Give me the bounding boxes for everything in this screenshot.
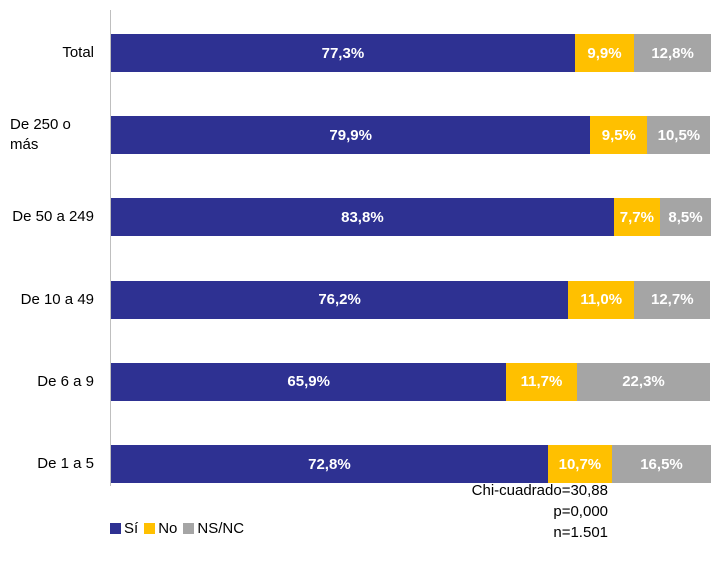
data-label: 8,5%	[668, 208, 703, 226]
bar-segment: 22,3%	[576, 362, 711, 401]
category-text: De 250 o más	[10, 116, 71, 154]
annotation: Chi-cuadrado=30,88 p=0,000 n=1.501	[472, 480, 608, 543]
annotation-line: p=0,000	[553, 503, 608, 520]
bar-segment: 76,2%	[111, 280, 569, 319]
bar-segment: 8,5%	[660, 198, 711, 237]
bar-segment: 83,8%	[111, 198, 614, 237]
bar-segment: 65,9%	[111, 362, 507, 401]
annotation-line: n=1.501	[553, 524, 608, 541]
category-label: De 6 a 9	[6, 372, 94, 392]
category-label: De 10 a 49	[6, 290, 94, 310]
data-label: 76,2%	[318, 291, 361, 309]
category-label: De 50 a 249	[6, 207, 94, 227]
bar-segment: 7,7%	[613, 198, 660, 237]
bar-segment: 11,7%	[506, 362, 577, 401]
data-label: 7,7%	[619, 208, 654, 226]
data-label: 12,8%	[651, 44, 694, 62]
bar-segment: 11,0%	[568, 280, 635, 319]
bar-segment: 72,8%	[111, 445, 548, 483]
data-label: 11,0%	[580, 291, 623, 309]
legend-item: Sí	[110, 520, 138, 537]
category-label: De 1 a 5	[6, 454, 94, 474]
bar-segment: 79,9%	[111, 116, 591, 155]
bar-segment: 77,3%	[111, 34, 575, 72]
legend: Sí No NS/NC	[110, 520, 250, 537]
bar-segment: 9,9%	[574, 34, 635, 72]
data-label: 10,7%	[558, 455, 602, 473]
data-label: 79,9%	[329, 126, 372, 144]
data-label: 77,3%	[321, 44, 365, 62]
legend-swatch	[110, 523, 121, 534]
category-text: De 6 a 9	[37, 372, 94, 390]
data-label: 11,7%	[520, 373, 563, 391]
legend-item: NS/NC	[183, 520, 244, 537]
data-label: 72,8%	[308, 455, 351, 473]
data-label: 65,9%	[287, 373, 330, 391]
category-label: De 250 o más	[6, 115, 94, 155]
data-label: 16,5%	[640, 455, 683, 473]
axis-line	[110, 10, 111, 486]
category-text: De 50 a 249	[12, 208, 94, 226]
data-label: 9,9%	[587, 44, 622, 62]
data-label: 10,5%	[657, 126, 701, 144]
category-label: Total	[6, 43, 94, 63]
bar-segment: 10,7%	[547, 445, 612, 483]
annotation-line: Chi-cuadrado=30,88	[471, 482, 608, 499]
data-label: 9,5%	[601, 126, 636, 144]
legend-label: NS/NC	[197, 520, 245, 537]
legend-swatch	[183, 523, 195, 534]
legend-label: No	[158, 520, 178, 537]
legend-swatch	[144, 523, 156, 534]
category-text: Total	[62, 44, 94, 61]
data-label: 12,7%	[651, 291, 694, 309]
bar-segment: 9,5%	[590, 116, 648, 155]
legend-label: Sí	[124, 520, 139, 537]
bar-segment: 16,5%	[612, 445, 711, 483]
bar-segment: 12,7%	[634, 280, 711, 319]
data-label: 83,8%	[341, 208, 384, 226]
legend-item: No	[144, 520, 177, 537]
data-label: 22,3%	[622, 373, 665, 391]
bar-segment: 12,8%	[634, 34, 711, 72]
category-text: De 1 a 5	[37, 455, 94, 472]
category-text: De 10 a 49	[20, 290, 94, 308]
bar-segment: 10,5%	[647, 116, 711, 155]
